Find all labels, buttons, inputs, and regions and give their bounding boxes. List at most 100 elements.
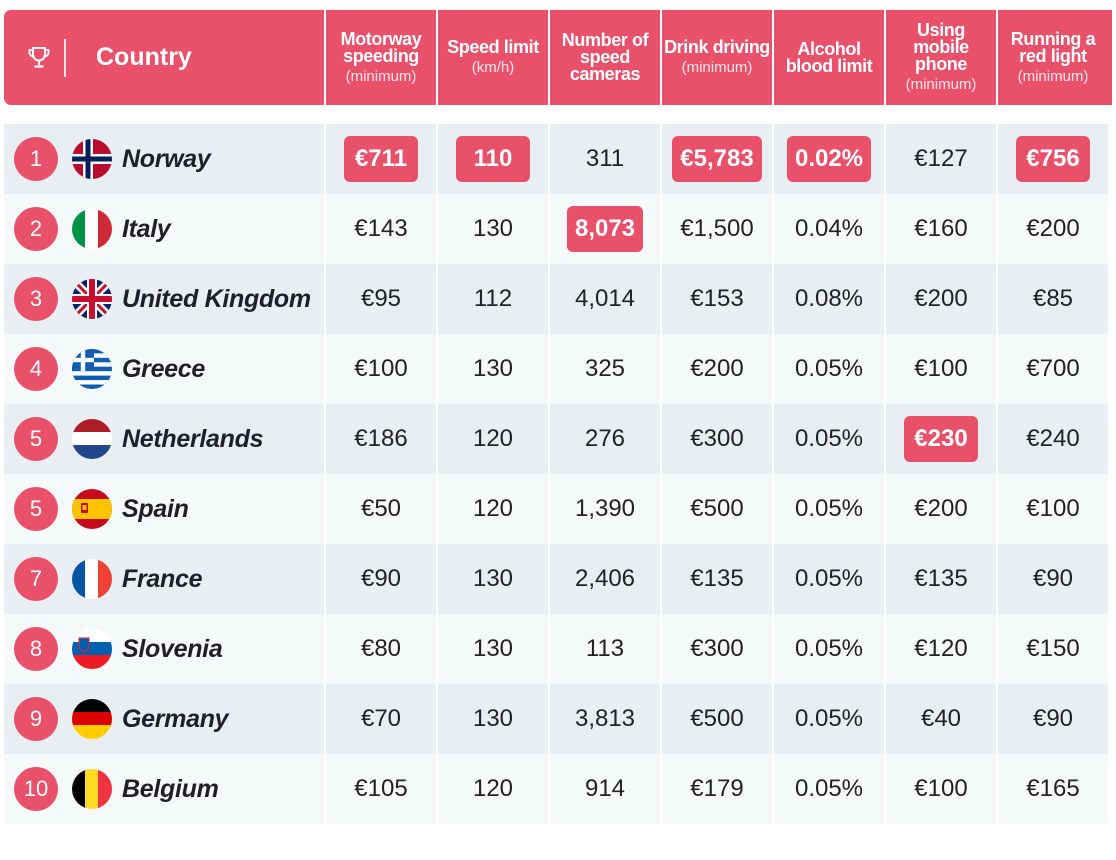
- header-edge: [1108, 10, 1112, 105]
- drink-driving-cell: €135: [660, 544, 772, 614]
- cell-value: €85: [1032, 285, 1074, 312]
- speed-limit-cell: 130: [436, 334, 548, 404]
- speed-limit-cell: 110: [436, 124, 548, 194]
- cell-value: 0.05%: [794, 565, 864, 592]
- header-sublabel: (minimum): [1017, 67, 1089, 85]
- country-name: Italy: [122, 214, 171, 243]
- country-name: Belgium: [122, 774, 219, 803]
- country-name: Slovenia: [122, 634, 223, 663]
- header-label: Running a red light: [1010, 28, 1096, 66]
- uk-flag-icon: [72, 279, 112, 319]
- mobile-phone-cell: €200: [884, 264, 996, 334]
- cell-value: €135: [690, 565, 744, 592]
- motorway-speeding-cell: €105: [324, 754, 436, 824]
- cell-value: €165: [1026, 775, 1080, 802]
- table-row: 5 Netherlands €186 120 276 €300 0.05% €230 €240: [4, 404, 1116, 474]
- cell-value: €143: [354, 215, 408, 242]
- country-cell: 1 Norway: [4, 124, 324, 194]
- alcohol-blood-limit-cell: 0.08%: [772, 264, 884, 334]
- cell-value: 130: [472, 215, 514, 242]
- cell-value: €100: [1026, 495, 1080, 522]
- country-cell: 3 United Kingdom: [4, 264, 324, 334]
- country-name: Germany: [122, 704, 229, 733]
- highlight-value: €5,783: [672, 136, 762, 182]
- header-label: Drink driving: [664, 37, 770, 57]
- cell-value: 325: [584, 355, 626, 382]
- cell-value: €100: [914, 355, 968, 382]
- country-column-header: Country: [4, 10, 324, 105]
- alcohol-blood-limit-cell: 0.05%: [772, 544, 884, 614]
- table-row: 9 Germany €70 130 3,813 €500 0.05% €40 €90: [4, 684, 1116, 754]
- country-name: Norway: [122, 144, 211, 173]
- speed-limit-cell: 120: [436, 474, 548, 544]
- speed-cameras-cell: 8,073: [548, 194, 660, 264]
- cell-value: 0.05%: [794, 635, 864, 662]
- red-light-cell: €100: [996, 474, 1108, 544]
- red-light-cell: €85: [996, 264, 1108, 334]
- germany-flag-icon: [72, 699, 112, 739]
- mobile-phone-cell: €127: [884, 124, 996, 194]
- table-row: 3 United Kingdom €95 112 4,014 €153 0.08% €200 €…: [4, 264, 1116, 334]
- header-mobile-phone: Using mobile phone (minimum): [884, 10, 996, 105]
- cell-value: 1,390: [574, 495, 636, 522]
- netherlands-flag-icon: [72, 419, 112, 459]
- cell-value: €80: [360, 635, 402, 662]
- red-light-cell: €165: [996, 754, 1108, 824]
- fines-table: Country Motorway speeding (minimum) Speed …: [4, 10, 1116, 824]
- cell-value: 276: [584, 425, 626, 452]
- cell-value: €200: [914, 285, 968, 312]
- mobile-phone-cell: €160: [884, 194, 996, 264]
- header-motorway-speeding: Motorway speeding (minimum): [324, 10, 436, 105]
- alcohol-blood-limit-cell: 0.05%: [772, 404, 884, 474]
- drink-driving-cell: €179: [660, 754, 772, 824]
- highlight-value: 8,073: [566, 206, 644, 252]
- mobile-phone-cell: €40: [884, 684, 996, 754]
- country-name: Spain: [122, 494, 189, 523]
- france-flag-icon: [72, 559, 112, 599]
- cell-value: €105: [354, 775, 408, 802]
- table-body: 1 Norway €711 110 311 €5,783 0.02% €127 €756 2 Ita…: [4, 124, 1116, 824]
- speed-cameras-cell: 914: [548, 754, 660, 824]
- highlight-value: €711: [344, 136, 418, 182]
- cell-value: 914: [584, 775, 626, 802]
- mobile-phone-cell: €200: [884, 474, 996, 544]
- header-sublabel: (km/h): [471, 59, 515, 76]
- alcohol-blood-limit-cell: 0.05%: [772, 684, 884, 754]
- motorway-speeding-cell: €50: [324, 474, 436, 544]
- cell-value: 120: [472, 425, 514, 452]
- table-row: 1 Norway €711 110 311 €5,783 0.02% €127 €756: [4, 124, 1116, 194]
- header-sublabel: (minimum): [905, 76, 977, 93]
- rank-badge: 8: [14, 627, 58, 671]
- cell-value: 113: [585, 635, 625, 662]
- rank-badge: 7: [14, 557, 58, 601]
- motorway-speeding-cell: €80: [324, 614, 436, 684]
- header-label: Speed limit: [447, 37, 539, 57]
- country-cell: 2 Italy: [4, 194, 324, 264]
- mobile-phone-cell: €135: [884, 544, 996, 614]
- belgium-flag-icon: [72, 769, 112, 809]
- header-speed-cameras: Number of speed cameras: [548, 10, 660, 105]
- header-drink-driving: Drink driving (minimum): [660, 10, 772, 105]
- speed-cameras-cell: 325: [548, 334, 660, 404]
- trophy-icon: [26, 45, 52, 71]
- cell-value: €300: [690, 635, 744, 662]
- cell-value: €120: [914, 635, 968, 662]
- cell-value: €200: [1026, 215, 1080, 242]
- header-sublabel: (minimum): [681, 59, 753, 76]
- table-row: 5 Spain €50 120 1,390 €500 0.05% €200 €100: [4, 474, 1116, 544]
- cell-value: €153: [690, 285, 744, 312]
- cell-value: 112: [473, 285, 513, 312]
- highlight-value: €756: [1016, 136, 1090, 182]
- header-label: Motorway speeding: [340, 28, 422, 66]
- mobile-phone-cell: €230: [884, 404, 996, 474]
- red-light-cell: €200: [996, 194, 1108, 264]
- cell-value: 0.04%: [794, 215, 864, 242]
- cell-value: €127: [914, 145, 968, 172]
- alcohol-blood-limit-cell: 0.05%: [772, 334, 884, 404]
- red-light-cell: €90: [996, 684, 1108, 754]
- alcohol-blood-limit-cell: 0.05%: [772, 754, 884, 824]
- table-row: 10 Belgium €105 120 914 €179 0.05% €100 €165: [4, 754, 1116, 824]
- cell-value: 130: [472, 635, 514, 662]
- header-red-light: Running a red light (minimum): [996, 10, 1108, 105]
- country-cell: 5 Netherlands: [4, 404, 324, 474]
